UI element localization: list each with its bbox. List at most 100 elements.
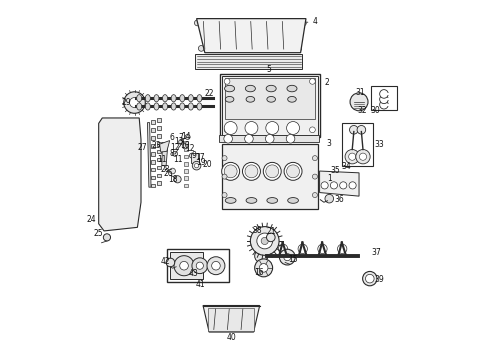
Circle shape <box>221 162 240 180</box>
Bar <box>191 153 199 163</box>
Circle shape <box>345 149 359 164</box>
Circle shape <box>266 165 279 178</box>
Circle shape <box>255 249 268 262</box>
Bar <box>370 86 397 110</box>
Text: 29: 29 <box>121 98 131 107</box>
Text: 10: 10 <box>180 141 190 150</box>
Circle shape <box>179 139 184 144</box>
Ellipse shape <box>266 85 276 92</box>
Bar <box>151 160 155 163</box>
Circle shape <box>124 92 146 113</box>
Circle shape <box>224 127 230 133</box>
Circle shape <box>185 134 190 139</box>
Circle shape <box>103 234 111 241</box>
Text: 1: 1 <box>327 174 332 183</box>
Circle shape <box>120 185 123 189</box>
Circle shape <box>116 128 124 136</box>
Circle shape <box>222 156 227 161</box>
Bar <box>167 249 228 282</box>
Circle shape <box>127 175 131 179</box>
Text: 4: 4 <box>313 17 318 26</box>
Polygon shape <box>203 306 260 332</box>
Circle shape <box>380 95 388 104</box>
Circle shape <box>224 78 230 84</box>
Bar <box>151 121 155 124</box>
Circle shape <box>296 45 302 51</box>
Ellipse shape <box>180 95 185 102</box>
Circle shape <box>195 163 199 168</box>
Circle shape <box>255 259 272 277</box>
Text: 33: 33 <box>374 140 384 149</box>
Circle shape <box>195 20 200 26</box>
Ellipse shape <box>146 103 150 110</box>
Circle shape <box>350 93 368 111</box>
Text: 30: 30 <box>370 105 380 114</box>
Text: 26: 26 <box>163 170 172 179</box>
Ellipse shape <box>287 85 297 92</box>
Text: 13: 13 <box>174 137 183 146</box>
Ellipse shape <box>246 198 257 203</box>
Bar <box>104 127 136 220</box>
Circle shape <box>267 233 275 242</box>
Text: 37: 37 <box>371 248 381 257</box>
Polygon shape <box>162 142 168 166</box>
Circle shape <box>245 134 253 143</box>
Ellipse shape <box>163 103 168 110</box>
Bar <box>157 134 161 138</box>
Circle shape <box>287 122 299 134</box>
Circle shape <box>180 261 188 270</box>
Bar <box>219 135 319 142</box>
Bar <box>208 309 254 331</box>
Ellipse shape <box>197 103 202 110</box>
Circle shape <box>245 122 258 134</box>
Bar <box>157 174 161 177</box>
Circle shape <box>257 233 272 249</box>
Circle shape <box>318 244 327 253</box>
Ellipse shape <box>197 95 202 102</box>
Circle shape <box>108 182 112 185</box>
Circle shape <box>120 165 123 169</box>
Bar <box>184 184 188 187</box>
Circle shape <box>298 244 307 253</box>
Bar <box>220 74 319 137</box>
Text: 43: 43 <box>188 269 198 278</box>
Text: 15: 15 <box>289 255 298 264</box>
Ellipse shape <box>225 198 236 203</box>
Circle shape <box>266 134 274 143</box>
Text: 27: 27 <box>138 143 147 152</box>
Ellipse shape <box>163 95 168 102</box>
Circle shape <box>363 271 377 286</box>
Text: 2: 2 <box>324 78 329 87</box>
Text: 16: 16 <box>254 268 264 277</box>
Bar <box>151 129 155 132</box>
Circle shape <box>349 153 356 160</box>
Text: 34: 34 <box>341 162 351 171</box>
Bar <box>184 169 188 173</box>
Circle shape <box>198 45 204 51</box>
Ellipse shape <box>146 95 150 102</box>
Ellipse shape <box>188 103 194 110</box>
Polygon shape <box>319 171 359 196</box>
Bar <box>157 118 161 122</box>
Ellipse shape <box>180 103 185 110</box>
Circle shape <box>108 169 112 172</box>
Circle shape <box>245 165 258 178</box>
Circle shape <box>287 165 299 178</box>
Bar <box>221 144 318 210</box>
Circle shape <box>279 249 295 265</box>
Circle shape <box>174 256 194 276</box>
Text: 14: 14 <box>181 132 191 141</box>
Text: 3: 3 <box>327 139 332 148</box>
Text: 6: 6 <box>169 133 174 142</box>
Circle shape <box>330 182 338 189</box>
Text: 5: 5 <box>266 65 271 74</box>
Ellipse shape <box>288 96 296 102</box>
Bar <box>184 176 188 180</box>
Bar <box>151 176 155 179</box>
Circle shape <box>174 176 181 183</box>
Circle shape <box>313 174 318 179</box>
Circle shape <box>310 78 315 84</box>
Text: 32: 32 <box>358 105 368 114</box>
Ellipse shape <box>188 95 194 102</box>
Ellipse shape <box>137 103 142 110</box>
